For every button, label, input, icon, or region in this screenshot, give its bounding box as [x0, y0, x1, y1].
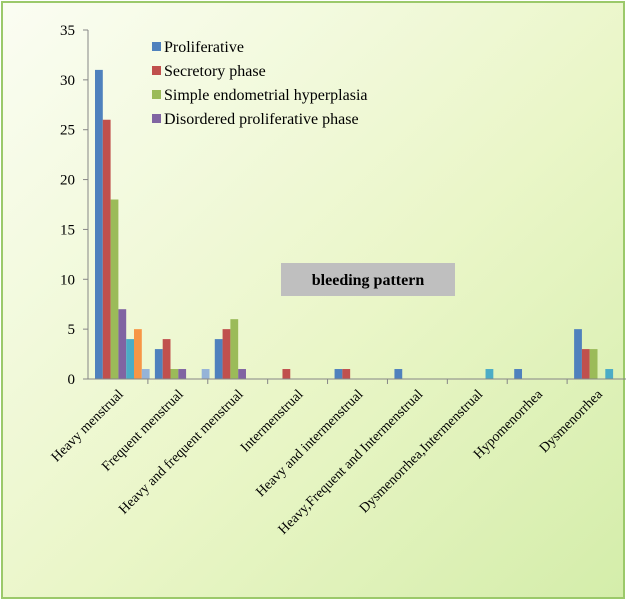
y-tick-label: 25 — [60, 123, 75, 139]
bar-series-7-frequent-menstrual — [201, 369, 210, 379]
y-tick-label: 20 — [60, 173, 75, 189]
bar-secretory-phase-heavy-and-intermenstrual — [342, 369, 351, 379]
legend-label-disordered-proliferative-phase: Disordered proliferative phase — [164, 111, 359, 128]
bar-proliferative-hypomenorrhea — [514, 369, 523, 379]
bar-secretory-phase-dysmenorrhea — [581, 349, 590, 379]
legend: Proliferative Secretory phase Simple endom… — [152, 39, 368, 128]
bar-simple-endometrial-hyperplasia-heavy-and-frequent-menstrual — [230, 319, 239, 379]
y-tick-label: 35 — [60, 23, 75, 39]
bar-simple-endometrial-hyperplasia-frequent-menstrual — [170, 369, 179, 379]
legend-swatch-proliferative — [152, 42, 161, 51]
bar-proliferative-dysmenorrhea — [574, 329, 582, 379]
bar-disordered-proliferative-phase-frequent-menstrual — [178, 369, 187, 379]
bar-proliferative-heavy-menstrual — [95, 69, 103, 379]
y-tick-label: 10 — [60, 272, 75, 288]
bar-proliferative-frequent-menstrual — [154, 349, 163, 379]
legend-label-proliferative: Proliferative — [164, 39, 244, 56]
legend-swatch-secretory-phase — [152, 66, 161, 75]
bar-secretory-phase-intermenstrual — [282, 369, 291, 379]
annotation-text: bleeding pattern — [312, 272, 425, 289]
y-axis: 0 5 10 15 20 25 30 35 — [60, 23, 88, 388]
bar-series-5-heavy-menstrual — [126, 339, 134, 379]
annotation-background — [281, 263, 455, 296]
bar-simple-endometrial-hyperplasia-heavy-menstrual — [110, 199, 119, 379]
y-tick-label: 30 — [60, 73, 75, 89]
bar-disordered-proliferative-phase-heavy-menstrual — [118, 309, 127, 379]
bar-secretory-phase-frequent-menstrual — [162, 339, 171, 379]
bar-disordered-proliferative-phase-heavy-and-frequent-menstrual — [238, 369, 246, 379]
annotation-box: bleeding pattern — [281, 263, 455, 296]
bar-secretory-phase-heavy-menstrual — [102, 119, 111, 380]
bar-series-5-dysmenorrhea-intermenstrual — [485, 369, 494, 379]
bar-simple-endometrial-hyperplasia-dysmenorrhea — [589, 349, 598, 379]
legend-swatch-simple-endometrial-hyperplasia — [152, 90, 161, 99]
bar-series-5-dysmenorrhea — [605, 369, 614, 379]
bar-proliferative-heavy-and-frequent-menstrual — [214, 339, 223, 379]
bar-proliferative-heavy-and-intermenstrual — [334, 369, 343, 379]
bar-secretory-phase-heavy-and-frequent-menstrual — [222, 329, 231, 379]
legend-label-simple-endometrial-hyperplasia: Simple endometrial hyperplasia — [164, 87, 368, 104]
bar-proliferative-heavy-frequent-and-intermenstrual — [394, 369, 403, 379]
bar-series-7-heavy-menstrual — [141, 369, 150, 379]
bars-layer — [95, 69, 614, 380]
y-tick-label: 15 — [60, 222, 75, 238]
bar-series-6-heavy-menstrual — [134, 329, 142, 379]
legend-swatch-disordered-proliferative-phase — [152, 114, 161, 123]
y-tick-label: 0 — [68, 372, 76, 388]
y-tick-label: 5 — [68, 322, 76, 338]
legend-label-secretory-phase: Secretory phase — [164, 63, 266, 80]
